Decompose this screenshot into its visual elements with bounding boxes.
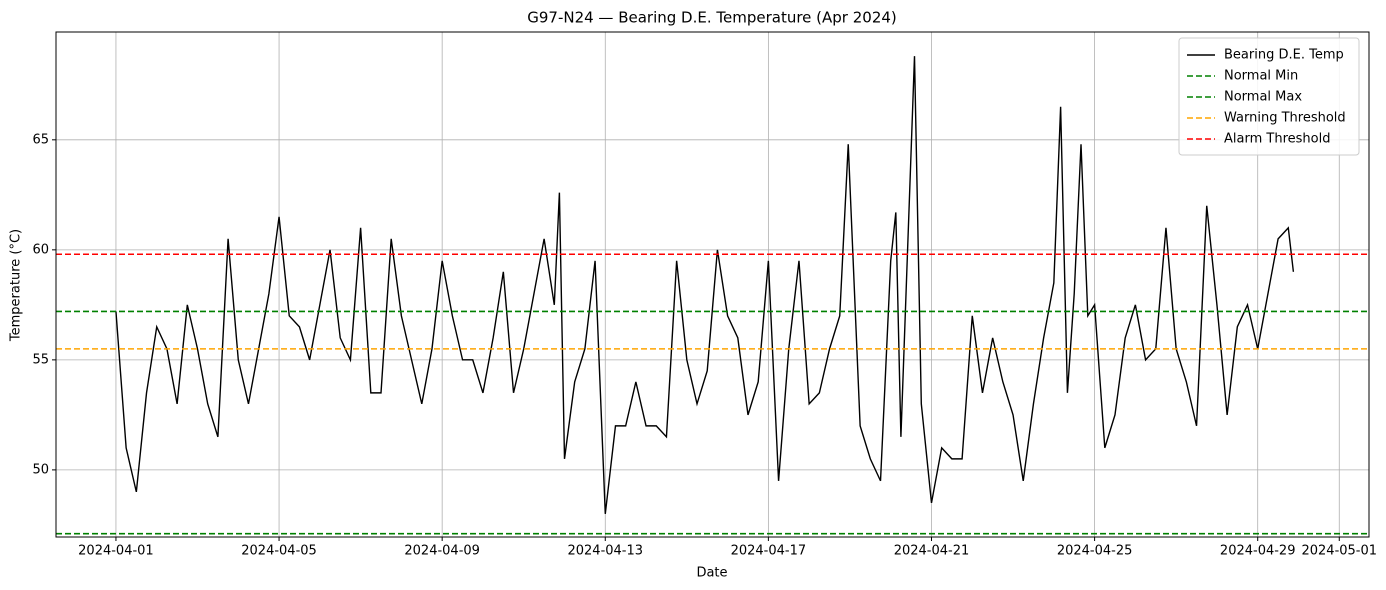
x-tick-label: 2024-04-09 xyxy=(404,544,480,559)
legend-label: Normal Min xyxy=(1224,69,1298,84)
x-tick-label: 2024-05-01 xyxy=(1301,544,1377,559)
y-tick-label: 60 xyxy=(32,242,49,257)
x-tick-label: 2024-04-25 xyxy=(1057,544,1133,559)
x-tick-label: 2024-04-21 xyxy=(894,544,970,559)
legend-box xyxy=(1178,37,1360,156)
legend-label: Bearing D.E. Temp xyxy=(1224,48,1344,63)
x-tick-label: 2024-04-01 xyxy=(78,544,154,559)
legend-label: Warning Threshold xyxy=(1224,111,1346,126)
y-tick-label: 65 xyxy=(32,132,49,147)
plot-frame xyxy=(55,31,1370,538)
data-line xyxy=(115,56,1295,514)
legend-label: Normal Max xyxy=(1224,90,1302,105)
x-tick-label: 2024-04-13 xyxy=(567,544,643,559)
x-tick-label: 2024-04-17 xyxy=(731,544,807,559)
legend-label: Alarm Threshold xyxy=(1224,132,1330,147)
x-tick-label: 2024-04-05 xyxy=(241,544,317,559)
y-tick-label: 50 xyxy=(32,462,49,477)
x-axis-label: Date xyxy=(696,566,727,581)
chart-title: G97-N24 — Bearing D.E. Temperature (Apr … xyxy=(527,9,897,27)
x-tick-label: 2024-04-29 xyxy=(1220,544,1296,559)
y-tick-label: 55 xyxy=(32,352,49,367)
y-axis-label: Temperature (°C) xyxy=(9,229,24,342)
